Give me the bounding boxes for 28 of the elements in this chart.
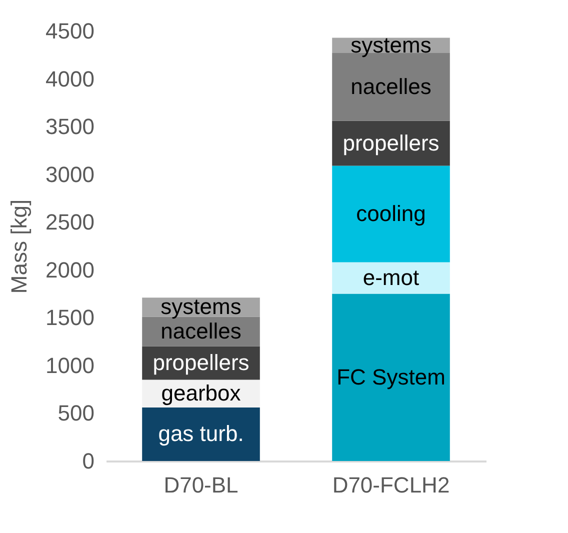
series-label: FC System	[336, 364, 446, 390]
y-tick-label: 500	[58, 400, 94, 426]
y-tick-label: 2500	[46, 210, 94, 235]
text: propellers	[342, 130, 440, 156]
x-tick-label: D70-FCLH2	[332, 472, 450, 498]
series-label: nacelles	[160, 318, 242, 344]
y-axis-title: Mass [kg]	[6, 199, 32, 294]
text: systems	[350, 32, 432, 58]
bar	[332, 166, 450, 262]
y-tick-label: 2000	[46, 257, 94, 282]
y-tick-label: 4500	[46, 18, 94, 44]
y-tick-label: 1000	[46, 352, 94, 378]
text: nacelles	[350, 74, 432, 99]
y-tick-label: 3500	[46, 114, 94, 140]
bar	[332, 294, 450, 461]
series-label: gas turb.	[158, 421, 244, 446]
y-tick-label: 1500	[46, 305, 94, 330]
series-label: propellers	[152, 350, 250, 376]
series-label: gearbox	[161, 380, 241, 406]
series-label: e-mot	[362, 265, 420, 290]
series-label: systems	[160, 294, 242, 320]
series-label: cooling	[356, 200, 426, 226]
y-tick-label: 3000	[46, 162, 94, 187]
x-tick-label: D70-BL	[164, 472, 238, 498]
y-tick-label: 0	[82, 448, 94, 474]
y-tick-label: 4000	[46, 66, 94, 92]
bar	[332, 262, 450, 294]
bar	[142, 407, 260, 461]
